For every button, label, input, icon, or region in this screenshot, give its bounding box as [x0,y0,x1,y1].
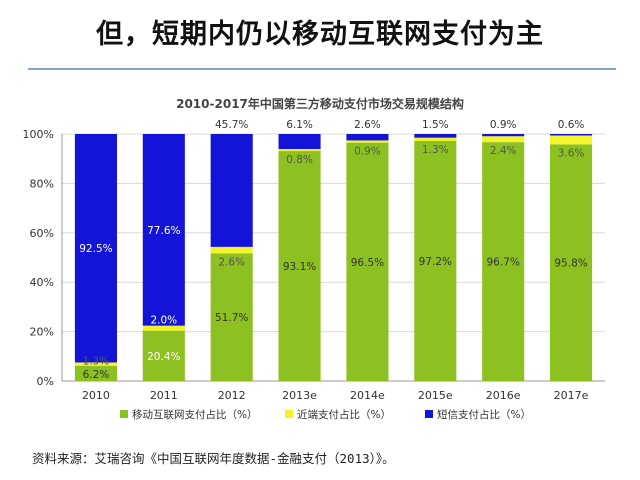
y-tick-label: 100% [23,128,54,141]
data-label: 92.5% [79,243,112,255]
bar-segment [278,134,321,150]
bar-segment [482,136,525,143]
page-headline: 但，短期内仍以移动互联网支付为主 [96,19,544,50]
x-tick-label: 2014e [350,389,385,402]
data-label: 6.1% [286,119,313,131]
x-tick-label: 2017e [554,389,589,402]
y-tick-label: 0% [37,375,54,388]
bar-segment [482,142,525,381]
data-label: 20.4% [147,351,180,363]
data-label: 2.6% [354,119,381,131]
data-label: 1.3% [83,355,110,367]
data-label: 3.6% [558,147,585,159]
bar-segment [550,135,593,145]
data-label: 95.8% [554,258,587,270]
data-label: 2.6% [218,256,245,268]
bar-segment [550,134,593,136]
bar-segment [142,325,185,331]
bar-segment [414,140,457,381]
bar-segment [210,134,253,247]
source-note: 资料来源：艾瑞咨询《中国互联网年度数据-金融支付（2013）》。 [32,451,395,466]
chart-title: 2010-2017年中国第三方移动支付市场交易规模结构 [176,97,464,111]
bar-segment [346,140,389,143]
data-label: 6.2% [83,369,110,381]
data-label: 0.6% [558,119,585,131]
headline-divider [28,68,616,70]
x-tick-label: 2015e [418,389,453,402]
legend-swatch [425,410,433,418]
legend-label: 短信支付占比（%） [437,408,531,421]
bar-segment [210,246,253,254]
x-tick-label: 2011 [150,389,178,402]
bar-segment [414,134,457,138]
data-label: 2.4% [490,145,517,157]
data-label: 77.6% [147,225,180,237]
data-label: 2.0% [150,315,177,327]
bar-segment [74,134,117,363]
bar-segment [482,134,525,137]
data-label: 93.1% [283,261,316,273]
bar-segment [278,151,321,381]
bar-segment [74,365,117,381]
legend-swatch [285,410,293,418]
data-label: 45.7% [215,119,248,131]
bar-segment [414,137,457,141]
bar-segment [550,144,593,381]
data-label: 96.5% [351,257,384,269]
bar-segment [346,142,389,381]
bar-segment [346,134,389,141]
bar-segment [278,149,321,152]
data-label: 1.3% [422,144,449,156]
bar-segment [210,253,253,381]
y-tick-label: 60% [30,227,54,240]
x-tick-label: 2010 [82,389,110,402]
data-label: 0.8% [286,154,313,166]
bar-segment [74,362,117,366]
legend-swatch [120,410,128,418]
data-label: 97.2% [419,256,452,268]
data-label: 0.9% [354,146,381,158]
bar-segment [142,134,185,326]
data-label: 1.5% [422,119,449,131]
x-tick-label: 2016e [486,389,521,402]
legend-label: 移动互联网支付占比（%） [132,408,257,421]
x-tick-label: 2012 [218,389,246,402]
y-tick-label: 80% [30,177,54,190]
y-tick-label: 40% [30,276,54,289]
x-tick-label: 2013e [282,389,317,402]
data-label: 96.7% [487,257,520,269]
data-label: 51.7% [215,312,248,324]
bar-segment [142,330,185,381]
legend-label: 近端支付占比（%） [297,408,391,421]
y-tick-label: 20% [30,326,54,339]
data-label: 0.9% [490,119,517,131]
